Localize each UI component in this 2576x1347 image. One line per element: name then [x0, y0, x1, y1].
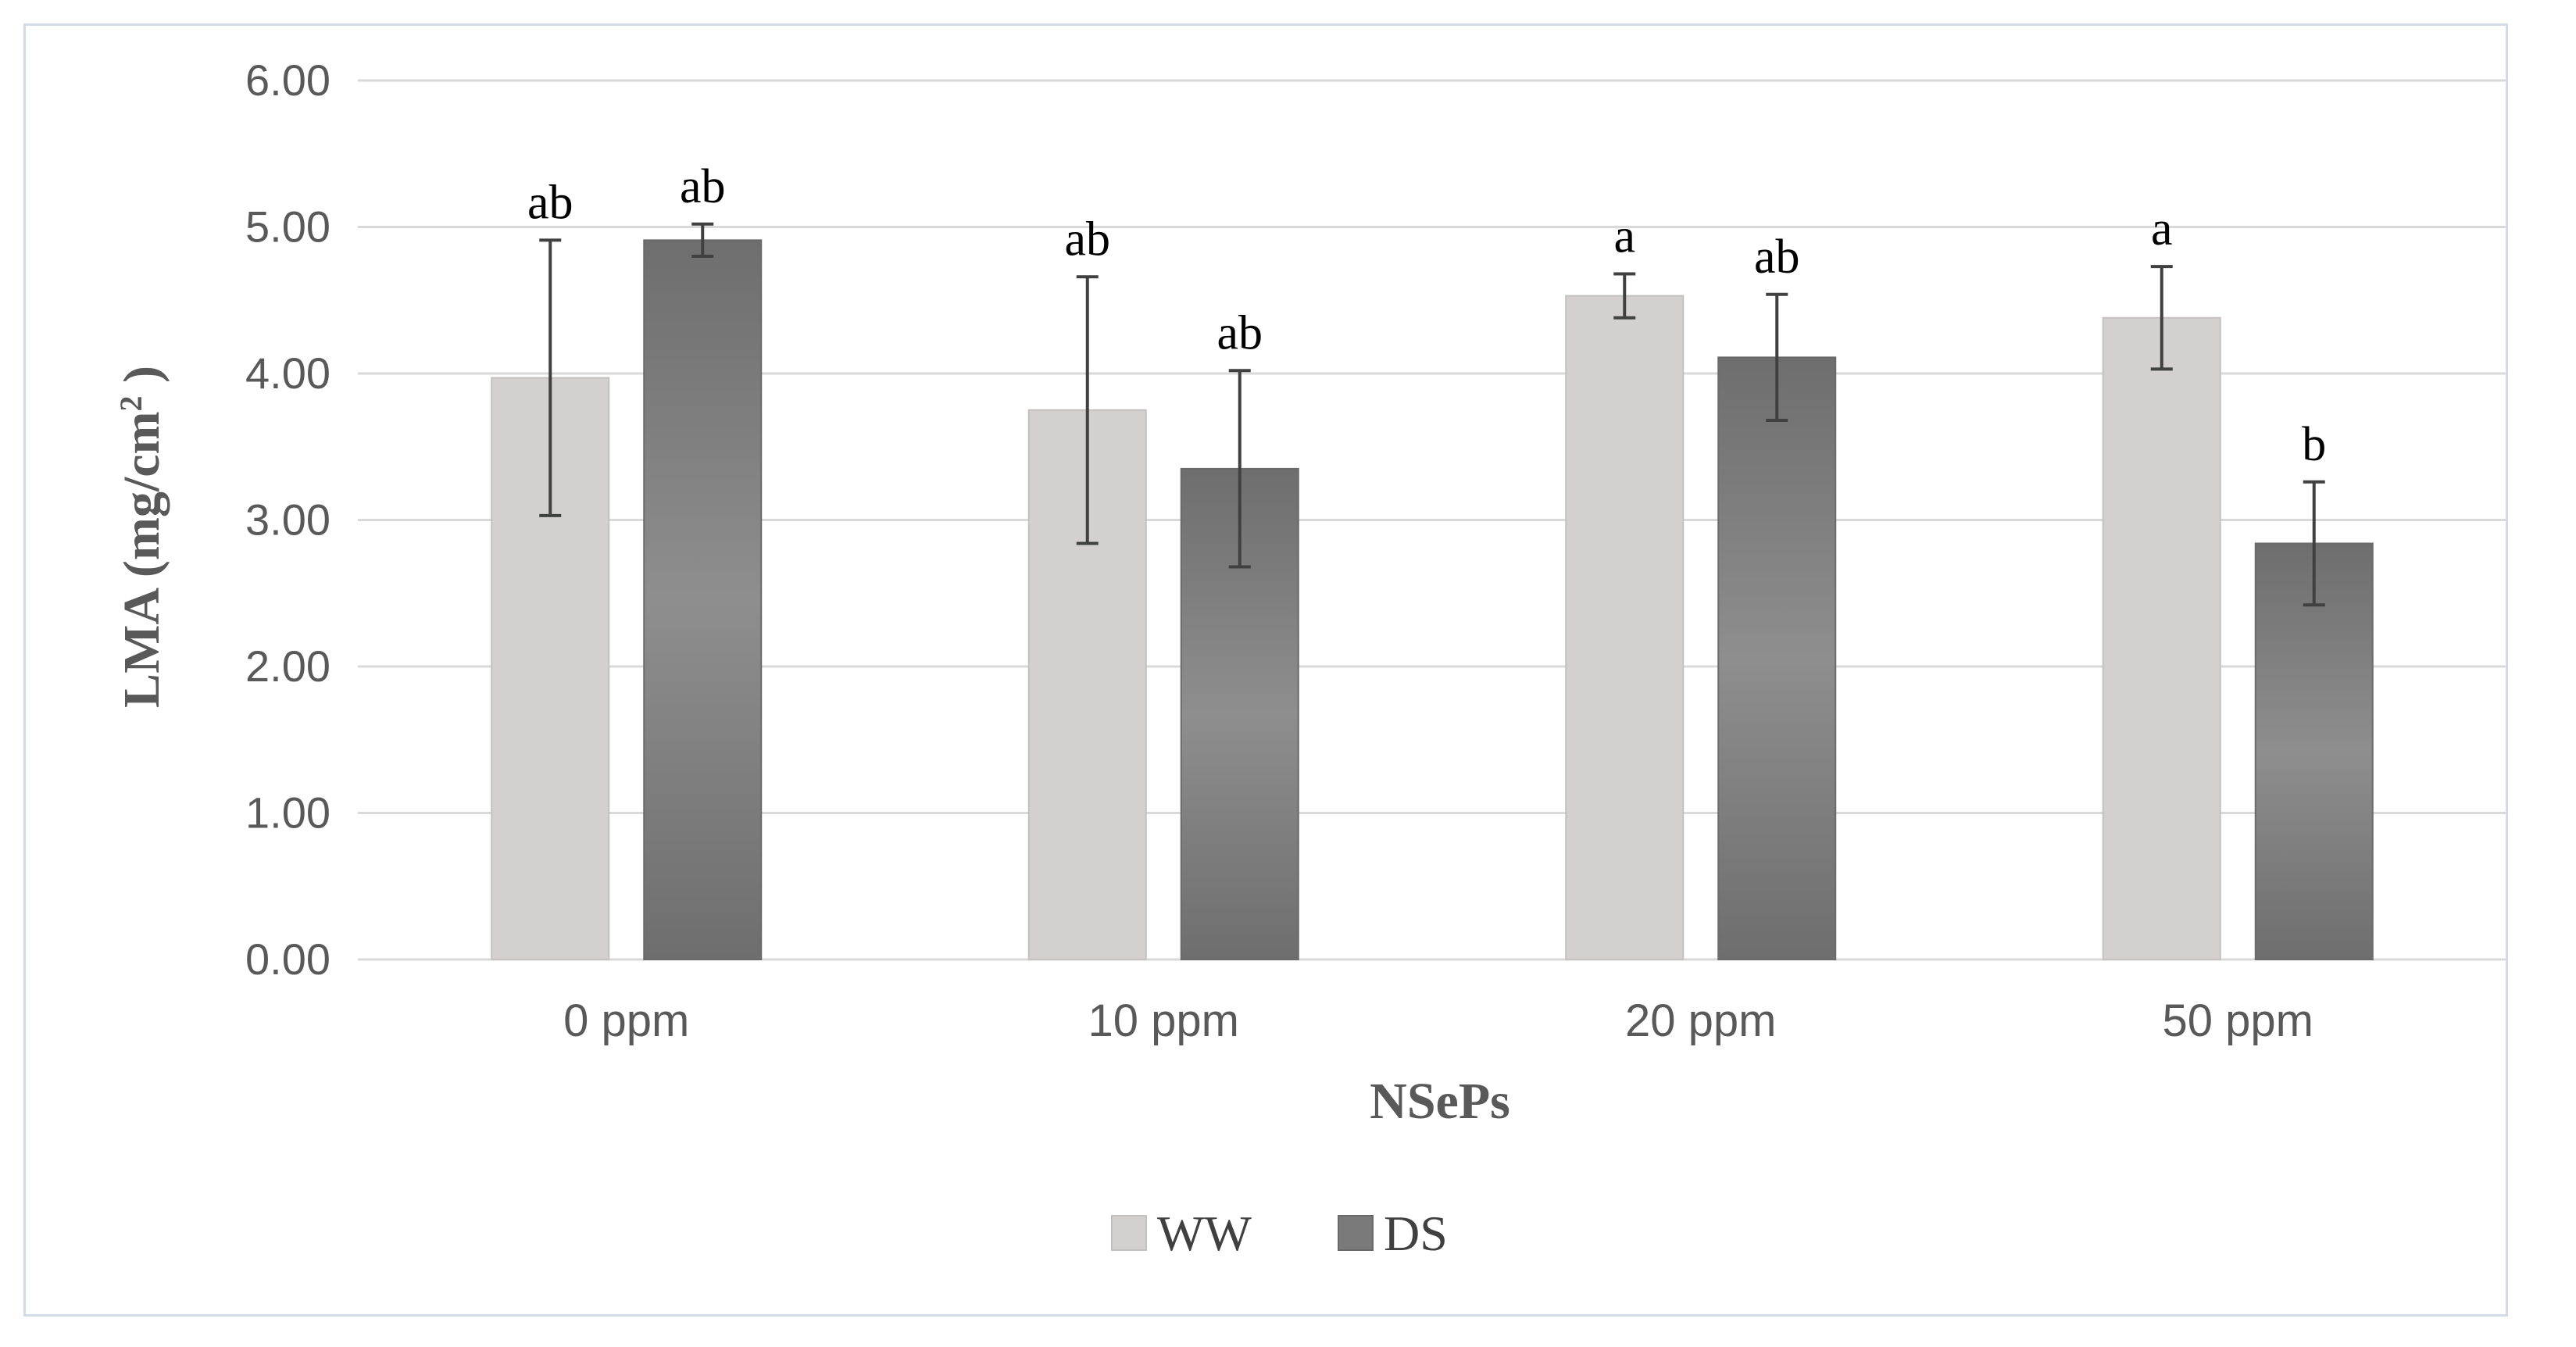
y-tick-label: 6.00 [245, 55, 330, 105]
significance-label: ab [527, 176, 573, 229]
y-tick-label: 0.00 [245, 934, 330, 984]
legend: WW DS [1111, 1206, 1448, 1261]
significance-label: ab [1217, 306, 1263, 359]
bar-ds-50-ppm [2254, 542, 2374, 960]
significance-label: b [2302, 418, 2326, 471]
bar-ds-20-ppm [1717, 356, 1837, 960]
category-label: 20 ppm [1625, 995, 1776, 1046]
error-bar [1076, 275, 1099, 545]
error-bar [1766, 292, 1788, 422]
chart-frame: 0.00 1.00 2.00 3.00 4.00 5.00 6.00 ab ab ab ab a ab… [23, 23, 2508, 1317]
y-tick-label: 3.00 [245, 495, 330, 545]
error-bar [2303, 480, 2325, 607]
significance-label: a [1613, 210, 1635, 263]
y-tick-label: 4.00 [245, 348, 330, 398]
y-axis-ticks: 0.00 1.00 2.00 3.00 4.00 5.00 6.00 [245, 55, 330, 984]
legend-item-ds: DS [1338, 1206, 1448, 1261]
error-bar [2150, 265, 2173, 371]
category-label: 50 ppm [2163, 995, 2313, 1046]
y-tick-label: 2.00 [245, 641, 330, 691]
significance-label: ab [1064, 213, 1110, 266]
bar-ww-20-ppm [1565, 295, 1685, 960]
bar-ww-50-ppm [2102, 316, 2221, 960]
legend-label: DS [1384, 1206, 1448, 1261]
significance-label: ab [680, 160, 726, 213]
error-bar [1228, 369, 1251, 569]
legend-label: WW [1157, 1206, 1252, 1261]
error-bar [691, 222, 714, 258]
bars [491, 239, 2374, 960]
legend-swatch [1111, 1215, 1147, 1251]
category-label: 0 ppm [563, 995, 689, 1046]
legend-swatch [1338, 1215, 1374, 1251]
y-tick-label: 5.00 [245, 202, 330, 252]
significance-label: ab [1754, 230, 1800, 284]
y-tick-label: 1.00 [245, 788, 330, 838]
x-axis-categories: 0 ppm 10 ppm 20 ppm 50 ppm [563, 995, 2313, 1046]
legend-item-ww: WW [1111, 1206, 1252, 1261]
category-label: 10 ppm [1088, 995, 1239, 1046]
error-bar [539, 238, 562, 517]
bar-ds-0-ppm [643, 239, 763, 960]
error-bars [539, 222, 2325, 607]
y-axis-title: LMA (mg/cm2 ) [113, 366, 171, 708]
x-axis-title: NSePs [1370, 1073, 1510, 1130]
significance-label: a [2151, 202, 2173, 255]
error-bar [1613, 272, 1636, 320]
